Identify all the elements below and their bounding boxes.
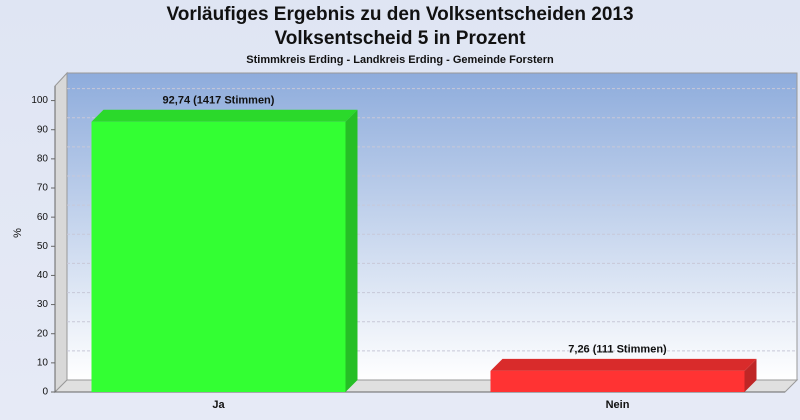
- x-tick-label: Nein: [606, 399, 630, 411]
- y-tick-label: 40: [37, 270, 49, 281]
- y-tick-label: 90: [37, 124, 49, 135]
- y-tick-label: 30: [37, 299, 49, 310]
- bar: [91, 121, 346, 393]
- x-tick-label: Ja: [212, 399, 225, 411]
- chart-subtitle: Stimmkreis Erding - Landkreis Erding - G…: [246, 54, 554, 66]
- chart-title: Vorläufiges Ergebnis zu den Volksentsche…: [166, 4, 633, 25]
- value-label: 92,74 (1417 Stimmen): [163, 95, 275, 107]
- bar-top: [91, 109, 358, 122]
- side-wall: [54, 71, 68, 394]
- value-label: 7,26 (111 Stimmen): [568, 344, 667, 356]
- y-tick-label: 0: [42, 387, 48, 398]
- bar-top: [490, 358, 757, 371]
- y-tick-label: 50: [37, 241, 49, 252]
- y-tick-label: 80: [37, 153, 49, 164]
- y-tick-label: 70: [37, 183, 49, 194]
- chart-title: Volksentscheid 5 in Prozent: [275, 28, 527, 49]
- bar: [490, 370, 745, 392]
- y-axis-label: %: [12, 228, 24, 238]
- bar-side: [744, 358, 757, 392]
- y-tick-label: 100: [31, 95, 48, 106]
- y-tick-label: 60: [37, 212, 49, 223]
- bar-side: [345, 109, 358, 393]
- y-tick-label: 10: [37, 357, 49, 368]
- y-tick-label: 20: [37, 328, 49, 339]
